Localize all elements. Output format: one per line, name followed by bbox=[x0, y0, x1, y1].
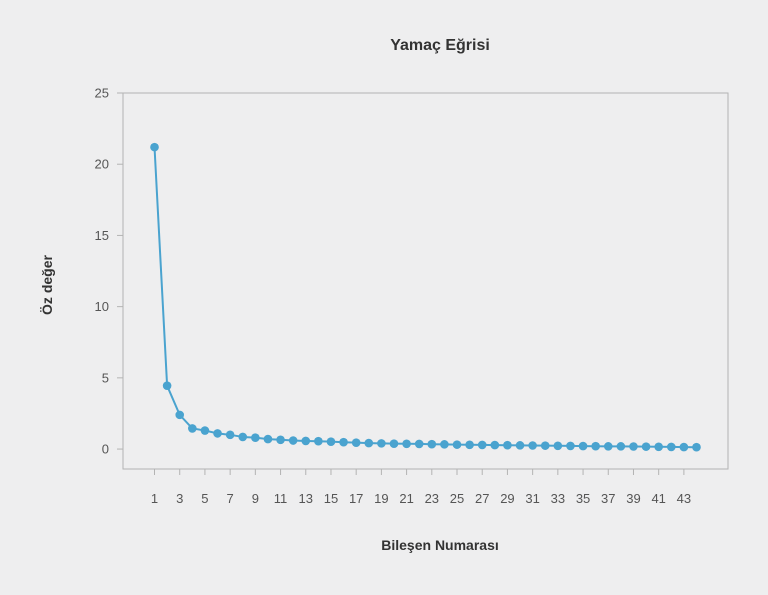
data-point bbox=[339, 437, 348, 447]
x-tick-label: 11 bbox=[274, 491, 288, 506]
data-point bbox=[150, 142, 159, 152]
data-point bbox=[591, 441, 600, 451]
data-point bbox=[566, 441, 575, 451]
y-axis-label: Öz değer bbox=[39, 254, 55, 314]
data-point bbox=[238, 432, 248, 442]
data-point bbox=[377, 439, 386, 448]
data-point bbox=[414, 439, 424, 449]
data-point bbox=[629, 442, 638, 451]
data-point bbox=[465, 440, 474, 450]
x-tick-label: 9 bbox=[252, 491, 259, 506]
x-tick-label: 35 bbox=[576, 491, 590, 506]
x-tick-label: 3 bbox=[176, 491, 183, 506]
data-point bbox=[364, 438, 374, 448]
data-point bbox=[314, 436, 323, 446]
data-point bbox=[440, 440, 449, 449]
data-point bbox=[351, 438, 361, 447]
data-point bbox=[175, 410, 185, 420]
x-tick-label: 23 bbox=[425, 491, 439, 506]
x-tick-label: 39 bbox=[626, 491, 640, 506]
series-layer bbox=[150, 142, 701, 452]
data-point bbox=[641, 442, 651, 451]
data-point bbox=[603, 442, 613, 451]
x-tick-label: 27 bbox=[475, 491, 489, 506]
x-tick-label: 41 bbox=[651, 491, 665, 506]
y-tick-label: 0 bbox=[102, 442, 109, 457]
x-tick-label: 17 bbox=[349, 491, 363, 506]
data-point bbox=[251, 433, 260, 442]
y-tick-label: 5 bbox=[102, 370, 109, 385]
data-point bbox=[326, 437, 336, 446]
data-point bbox=[162, 381, 172, 390]
data-point bbox=[389, 439, 399, 448]
series-line bbox=[153, 147, 697, 449]
data-point bbox=[263, 434, 273, 444]
data-point bbox=[692, 442, 701, 452]
x-tick-label: 21 bbox=[399, 491, 413, 506]
data-point bbox=[402, 439, 411, 449]
data-point bbox=[515, 441, 525, 450]
plot-area bbox=[122, 92, 729, 470]
data-point bbox=[503, 440, 512, 450]
y-axis: 0 5 10 15 20 25 bbox=[95, 86, 123, 457]
data-point bbox=[578, 441, 588, 451]
data-point bbox=[477, 440, 487, 450]
data-point bbox=[490, 440, 500, 450]
data-point bbox=[427, 439, 437, 449]
data-point bbox=[213, 429, 222, 438]
y-tick-label: 20 bbox=[95, 157, 109, 172]
data-point bbox=[301, 436, 311, 446]
x-tick-label: 19 bbox=[374, 491, 388, 506]
x-tick-label: 33 bbox=[551, 491, 565, 506]
data-point bbox=[276, 435, 285, 445]
x-tick-label: 31 bbox=[525, 491, 539, 506]
x-tick-label: 5 bbox=[201, 491, 208, 506]
data-point bbox=[225, 430, 235, 440]
data-point bbox=[666, 442, 676, 452]
data-point bbox=[188, 424, 197, 433]
y-tick-label: 10 bbox=[95, 299, 109, 314]
x-tick-label: 43 bbox=[677, 491, 691, 506]
data-point bbox=[616, 442, 626, 451]
chart-title: Yamaç Eğrisi bbox=[390, 37, 490, 54]
y-tick-label: 25 bbox=[95, 86, 109, 101]
x-tick-label: 7 bbox=[227, 491, 234, 506]
data-point bbox=[288, 436, 298, 445]
data-point bbox=[200, 426, 210, 435]
x-tick-label: 25 bbox=[450, 491, 464, 506]
x-tick-label: 15 bbox=[324, 491, 338, 506]
x-tick-label: 29 bbox=[500, 491, 514, 506]
data-point bbox=[553, 441, 563, 451]
data-point bbox=[528, 441, 537, 450]
data-point bbox=[654, 442, 663, 452]
x-tick-label: 37 bbox=[601, 491, 615, 506]
y-tick-label: 15 bbox=[95, 228, 109, 243]
x-axis: 1 3 5 7 9 11 13 15 17 19 21 23 25 27 29 31 33 35 37 39 41 43 bbox=[151, 469, 691, 506]
data-point bbox=[679, 442, 689, 452]
data-point bbox=[540, 441, 550, 450]
x-axis-label: Bileşen Numarası bbox=[381, 537, 499, 553]
x-tick-label: 13 bbox=[299, 491, 313, 506]
x-tick-label: 1 bbox=[151, 491, 158, 506]
data-point bbox=[452, 440, 462, 449]
